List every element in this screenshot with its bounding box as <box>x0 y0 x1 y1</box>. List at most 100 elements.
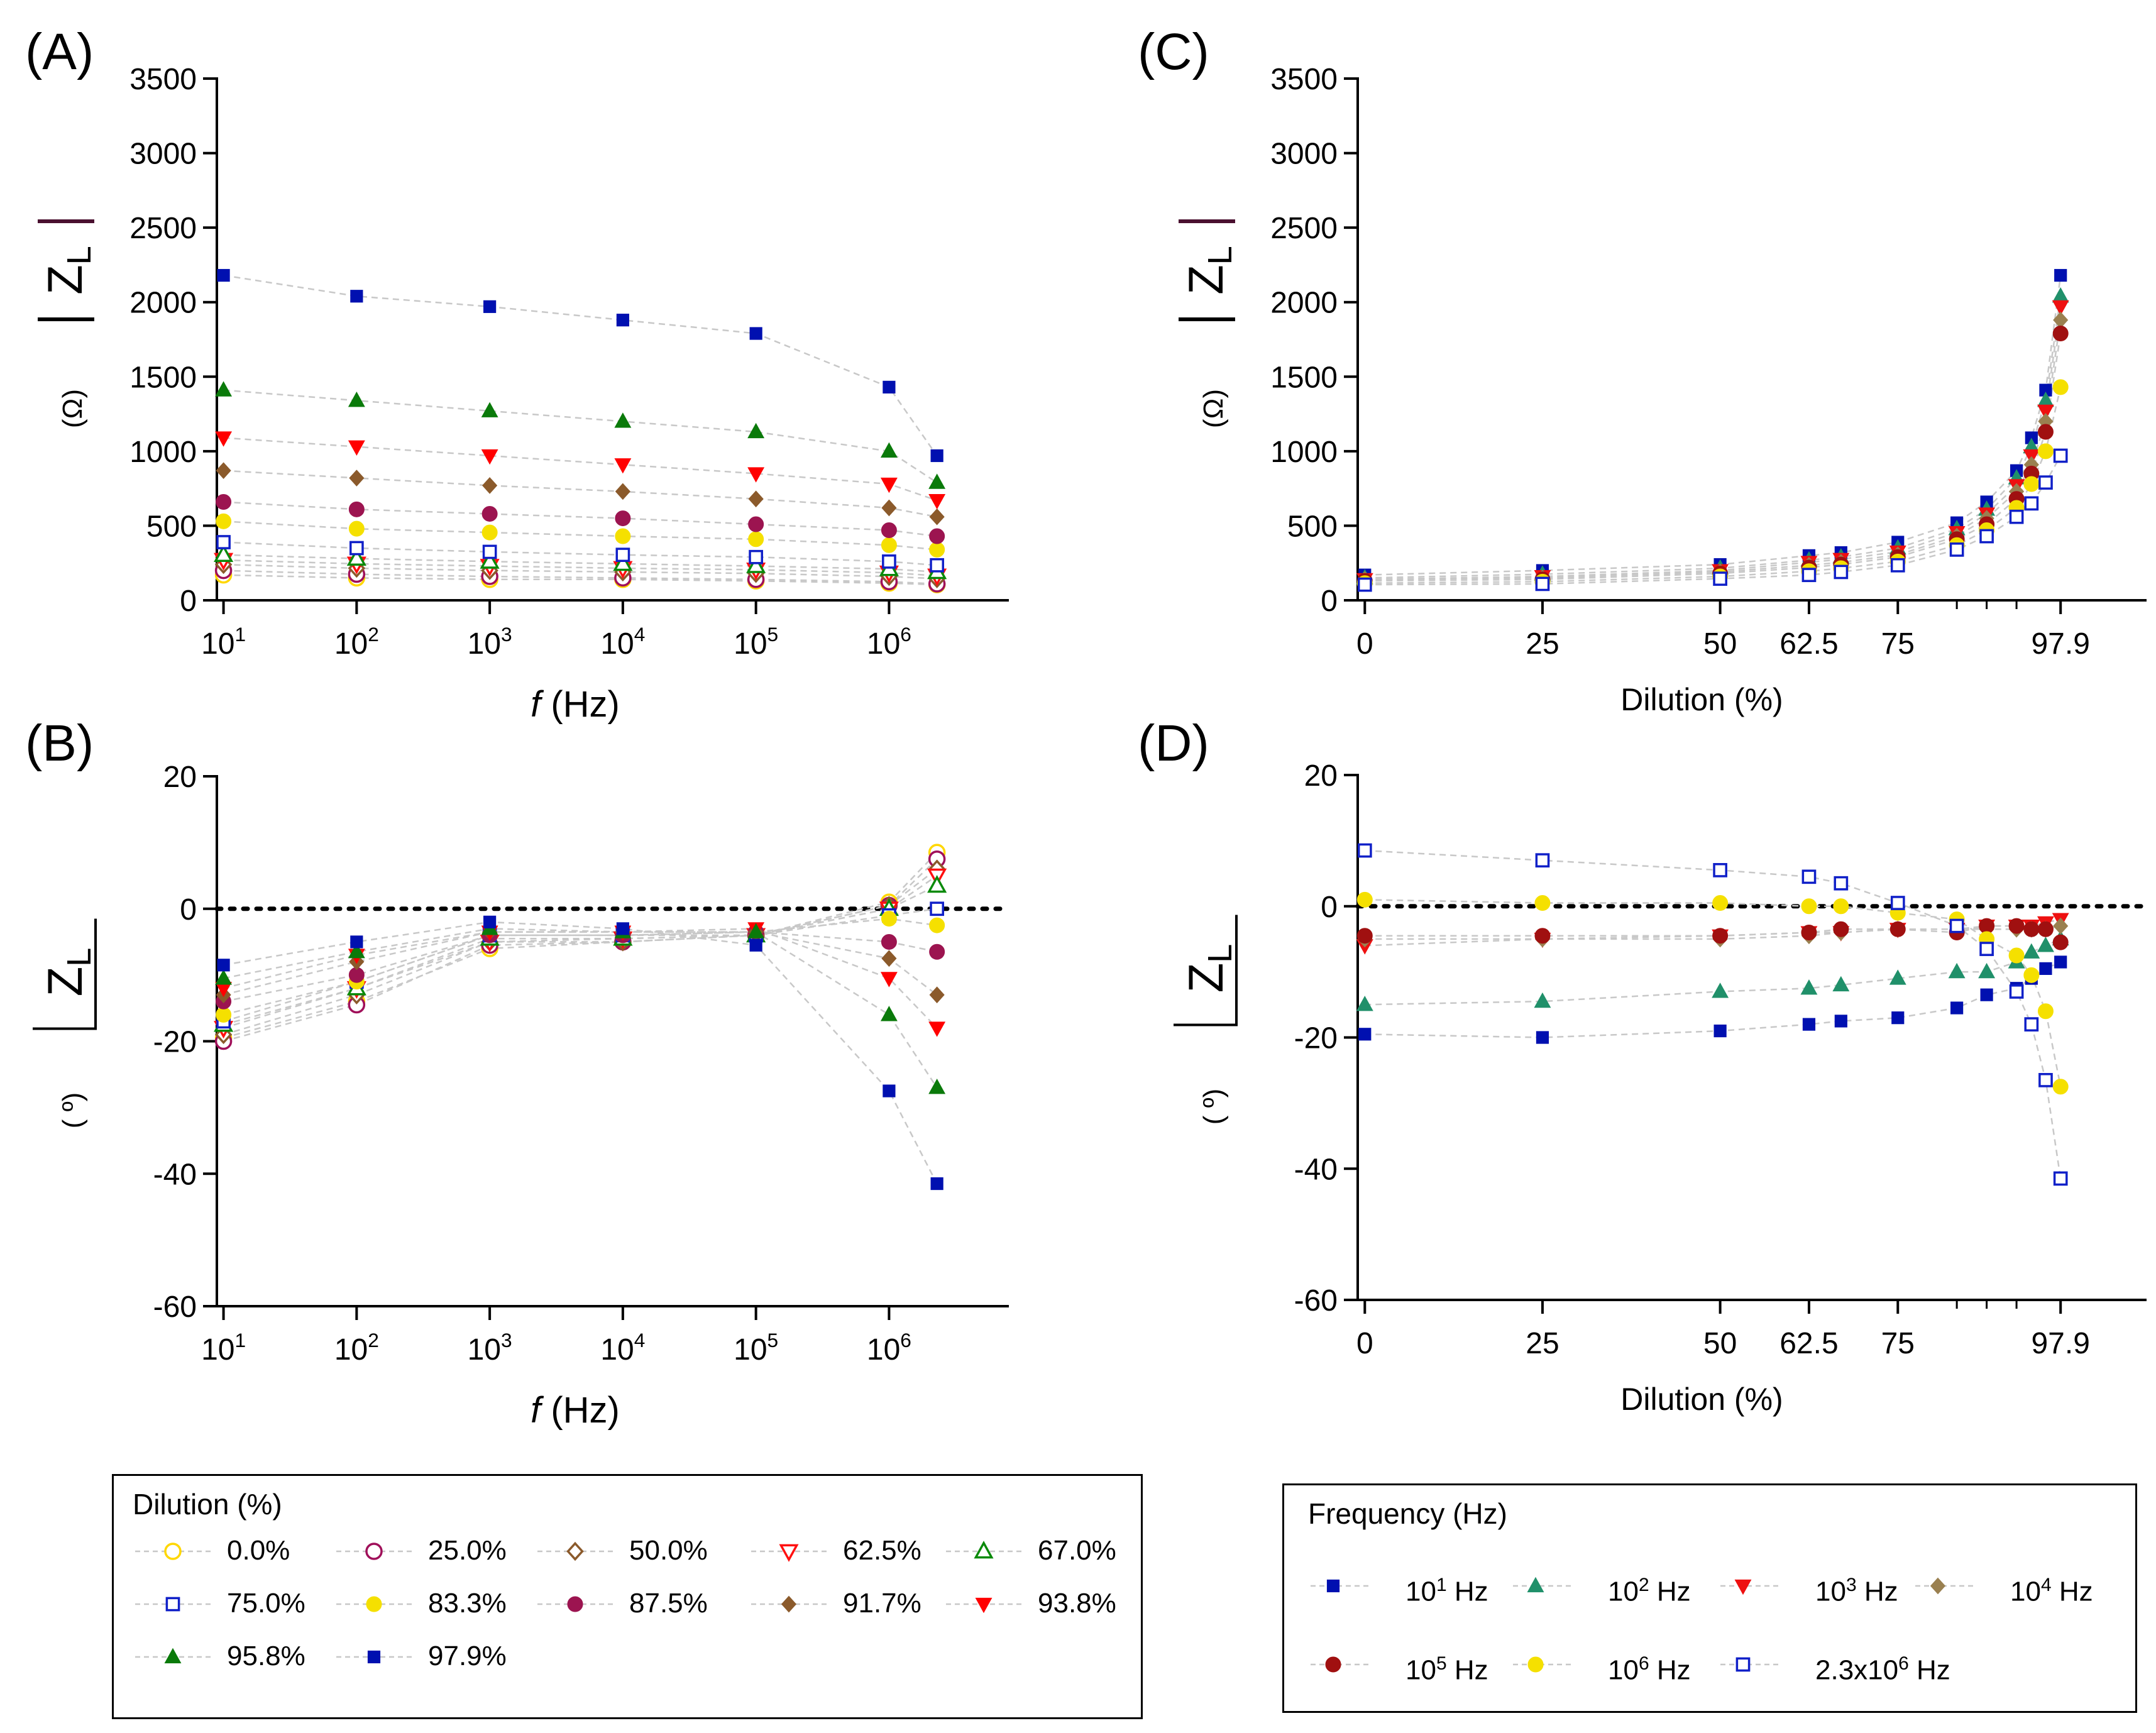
data-point <box>348 943 365 959</box>
data-point <box>1891 1011 1905 1025</box>
legend-marker <box>1513 1656 1571 1673</box>
series-line <box>1365 925 2061 940</box>
data-point <box>2037 424 2054 440</box>
data-point <box>1889 969 1906 985</box>
legend-label: 105 Hz <box>1405 1653 1488 1686</box>
data-point <box>216 462 231 480</box>
data-point <box>1801 568 1817 583</box>
legend-label-base: 10 <box>1405 1576 1436 1607</box>
y-tick-label: 500 <box>146 510 197 543</box>
series-line <box>223 389 938 483</box>
series-line <box>223 852 938 1039</box>
x-tick-label-base: 10 <box>734 1333 767 1367</box>
data-point <box>614 412 632 428</box>
data-point <box>2023 967 2040 983</box>
legend-label-unit: Hz <box>1856 1576 1898 1607</box>
series-line <box>223 884 938 1026</box>
panel-C: (C) 0 500 1000 1500 2000 2500 3000 3500 0 25 50 62.5… <box>1138 23 2147 717</box>
legend-label: 83.3% <box>428 1588 507 1619</box>
data-point <box>1832 976 1850 992</box>
x-tick-label: 25 <box>1526 1327 1559 1360</box>
y-tick-label: 0 <box>180 585 197 618</box>
series-line <box>223 520 937 551</box>
data-point <box>880 442 898 458</box>
x-tick-label: 105 <box>734 1329 778 1367</box>
y-axis-label-symbol: ZL <box>37 948 98 997</box>
data-point <box>1535 576 1550 591</box>
legend-label: 62.5% <box>843 1535 921 1566</box>
series-line <box>223 437 938 502</box>
data-point <box>1534 992 1551 1008</box>
data-point <box>2052 287 2069 303</box>
x-tick-label-base: 10 <box>867 1333 900 1367</box>
legend-label-unit: Hz <box>1446 1576 1488 1607</box>
data-point <box>1536 1031 1549 1044</box>
data-point <box>348 501 365 517</box>
x-tick-label: 103 <box>468 623 512 661</box>
data-point <box>615 547 630 563</box>
legend-marker <box>537 1596 613 1612</box>
data-point <box>1950 1001 1964 1015</box>
legend-item-frequency: 101 Hz <box>1308 1567 1515 1607</box>
legend-label-base: 2.3x10 <box>1815 1654 1899 1686</box>
data-point <box>215 431 233 447</box>
legend-label-base: 10 <box>1608 1576 1639 1607</box>
series-line <box>223 908 937 1023</box>
x-tick-label: 106 <box>867 623 911 661</box>
data-point <box>880 477 898 493</box>
data-point <box>1979 942 1994 956</box>
y-axis-label-sub: L <box>1201 944 1239 963</box>
x-axis-label-unit: (Hz) <box>541 684 620 725</box>
y-tick-label: 3500 <box>1270 63 1338 96</box>
legend-marker <box>1720 1657 1778 1672</box>
legend-marker <box>1513 1576 1571 1593</box>
data-point <box>2023 921 2040 937</box>
data-point <box>2037 1003 2054 1020</box>
x-tick-label: 104 <box>600 623 645 661</box>
legend-label: 103 Hz <box>1815 1575 1898 1608</box>
data-point <box>216 535 231 549</box>
x-axis-label: Dilution (%) <box>1620 1382 1783 1417</box>
legend-label-exp: 2 <box>1638 1575 1649 1595</box>
data-point <box>1713 571 1727 586</box>
series-line <box>1365 275 2062 576</box>
data-point <box>930 901 944 916</box>
data-point <box>482 544 497 559</box>
data-point <box>616 314 629 327</box>
legend-label-unit: Hz <box>1908 1654 1950 1686</box>
data-point <box>748 490 764 508</box>
legend-label-base: 10 <box>1405 1654 1436 1686</box>
data-point <box>2008 947 2025 964</box>
legend-marker <box>537 1541 613 1561</box>
data-point <box>1801 869 1817 884</box>
data-point <box>350 290 363 303</box>
x-tick-label-exp: 4 <box>634 1329 646 1351</box>
legend-item-dilution: 95.8% <box>133 1638 327 1676</box>
legend-label: 104 Hz <box>2010 1575 2093 1608</box>
data-point <box>2053 1171 2068 1186</box>
data-point <box>216 1006 232 1023</box>
legend-marker <box>135 1648 211 1664</box>
series-line <box>223 875 938 1029</box>
y-axis-label-symbol: ZL <box>37 246 98 295</box>
data-point <box>881 911 897 927</box>
data-point <box>748 516 764 532</box>
y-axis-unit: ( º) <box>57 1092 88 1129</box>
data-point <box>481 524 498 541</box>
data-point <box>928 1021 946 1037</box>
y-axis-label-base: Z <box>1178 963 1233 993</box>
data-point <box>881 522 897 539</box>
data-point <box>881 933 897 950</box>
legend-symbol <box>367 1650 381 1664</box>
series-line <box>223 501 937 537</box>
data-point <box>881 950 897 967</box>
legend-item-frequency: 103 Hz <box>1718 1567 1925 1608</box>
legend-label-exp: 3 <box>1845 1575 1857 1595</box>
y-tick-label: 2000 <box>1270 287 1338 320</box>
x-tick-label-base: 10 <box>600 1333 634 1367</box>
x-axis-label-unit: (Hz) <box>541 1390 620 1431</box>
data-point <box>1713 1024 1727 1038</box>
legend-label-unit: Hz <box>2051 1576 2093 1607</box>
